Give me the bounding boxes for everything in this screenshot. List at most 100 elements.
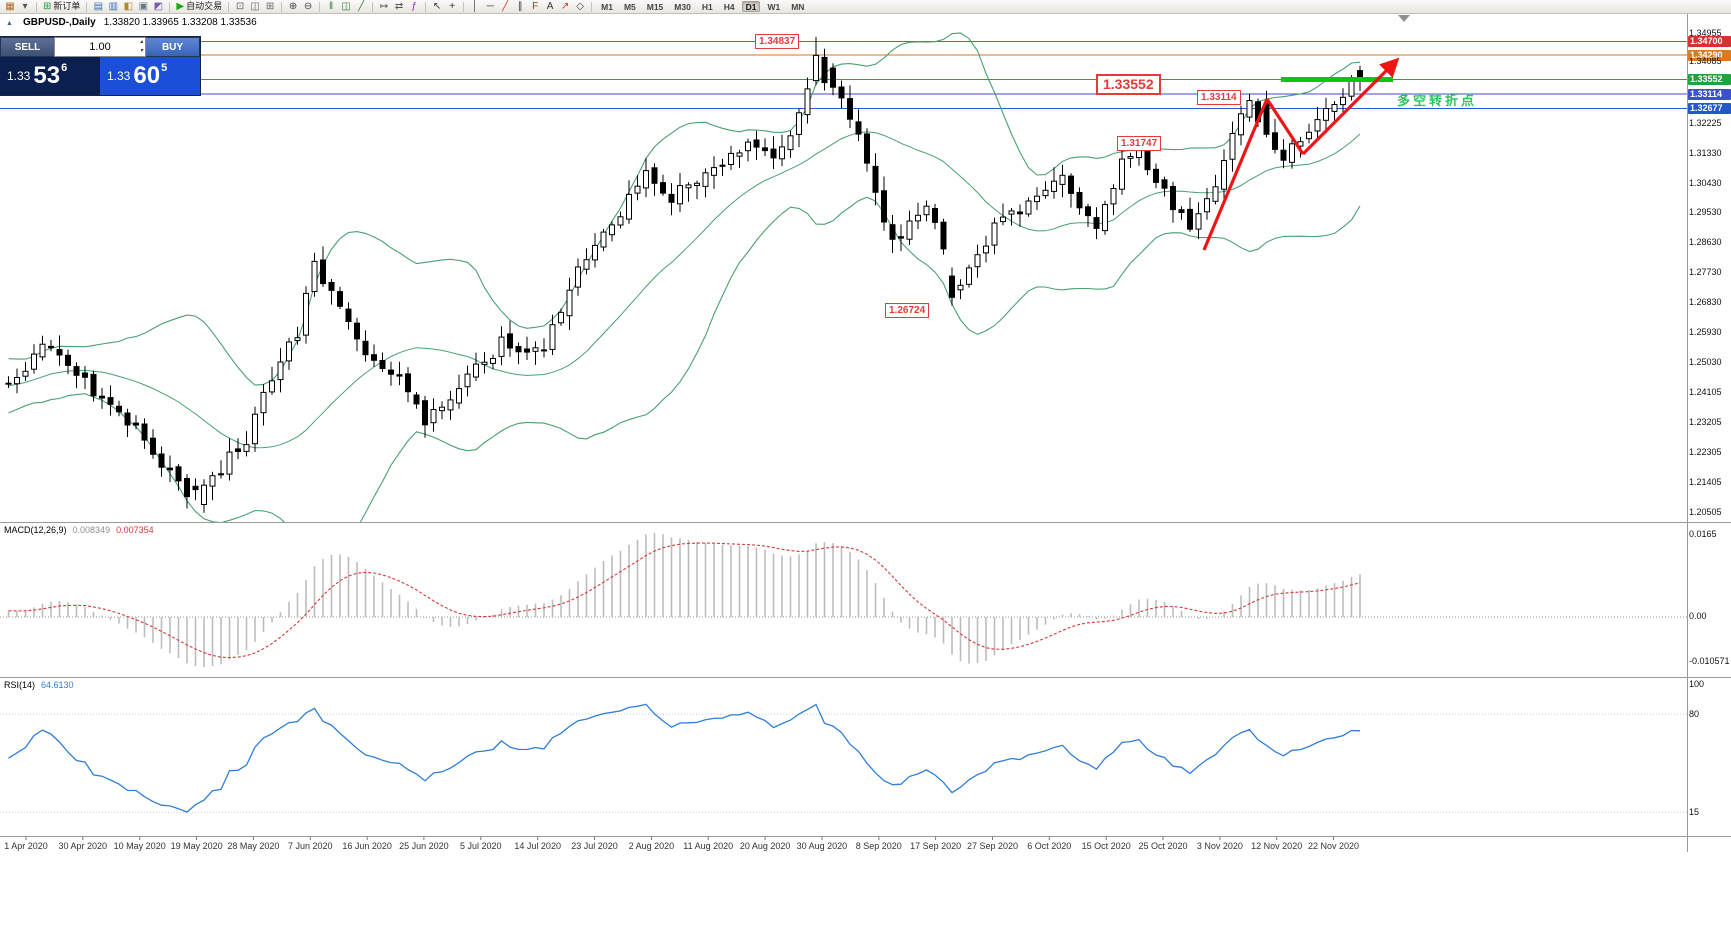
price-annotation-1.33114[interactable]: 1.33114 [1197,90,1241,105]
trendline-button[interactable]: ╱ [498,1,512,13]
timeframe-h4-button[interactable]: H4 [723,1,735,12]
buy-price-display[interactable]: 1.33 60 5 [100,57,200,95]
price-scale-label: 1.34955 [1689,27,1722,38]
macd-scale-zero: 0.00 [1689,611,1707,621]
rsi-scale-15: 15 [1689,807,1700,818]
rsi-scale-100: 100 [1689,679,1705,689]
trendline-icon: ╱ [502,0,509,12]
autotrading-button[interactable]: ▶ 自动交易 [174,1,224,13]
indicators-button[interactable]: ƒ [407,1,421,13]
candlestick-chart-type-button[interactable]: ◫ [339,1,353,13]
timeframe-h1-button[interactable]: H1 [701,1,713,12]
price-scale-label: 1.34085 [1689,56,1722,67]
trend-arrow[interactable] [1265,98,1305,155]
auto-scroll-icon: ↦ [379,0,389,12]
equidistant-channel-button[interactable]: ∥ [513,1,527,13]
volume-down-icon[interactable]: ▾ [139,48,143,54]
timeframe-mn-button[interactable]: MN [791,1,805,12]
timeframe-d1-button[interactable]: D1 [741,1,761,12]
date-axis-label: 17 Sep 2020 [910,841,962,851]
date-axis-label: 22 Nov 2020 [1307,841,1360,851]
price-annotation-1.34837[interactable]: 1.34837 [755,34,800,49]
candlestick-chart-type-icon: ◫ [341,0,351,12]
date-axis-label: 8 Sep 2020 [855,841,902,851]
horizontal-line-icon: ─ [486,0,494,12]
terminal-icon[interactable]: ▣ [136,1,150,13]
price-scale-label: 1.27730 [1689,267,1722,277]
shapes-button[interactable]: ◇ [573,1,587,13]
price-scale-label: 1.24105 [1689,387,1722,398]
date-axis-label: 25 Oct 2020 [1138,841,1188,851]
price-annotation-1.31747[interactable]: 1.31747 [1117,136,1162,151]
chart-symbol-icon: ▲ [6,20,13,27]
date-axis-label: 12 Nov 2020 [1251,841,1303,851]
timeframe-m30-button[interactable]: M30 [674,1,691,12]
strategy-tester-icon[interactable]: ◩ [151,1,165,13]
cursor-icon: ↖ [432,0,442,12]
horizontal-line-button[interactable]: ─ [483,1,497,13]
bar-chart-type-icon: ‖ [329,0,334,12]
new-window-icon[interactable]: ⊡ [233,1,247,13]
vertical-line-button[interactable]: │ [468,1,482,13]
navigator-icon[interactable]: ◧ [121,1,135,13]
toolbar-separator [228,1,230,12]
date-axis-label: 2 Aug 2020 [628,841,675,851]
cursor-button[interactable]: ↖ [430,1,444,13]
price-annotation-1.26724[interactable]: 1.26724 [885,303,930,318]
price-scale-line-label: 1.32677 [1688,103,1731,114]
macd-label: MACD(12,26,9) 0.008349 0.007354 [4,525,154,535]
data-window-icon[interactable]: ▥ [106,1,120,13]
volume-steppers[interactable]: ▴ ▾ [140,38,143,56]
navigator-icon: ◧ [123,0,134,12]
price-scale-label: 1.32225 [1689,118,1722,128]
volume-up-icon[interactable]: ▴ [139,39,143,45]
line-chart-type-button[interactable]: ╱ [354,1,368,13]
macd-indicator [0,533,1687,668]
date-axis-label: 30 Aug 2020 [796,841,848,851]
chart-shift-marker-icon[interactable] [1398,15,1410,22]
rsi-label: RSI(14) 64.6130 [4,680,74,690]
timeframe-m15-button[interactable]: M15 [646,1,664,12]
price-scale-line-label: 1.33552 [1688,74,1731,85]
crosshair-button[interactable]: + [445,1,459,13]
chart-list-dropdown[interactable]: ▾ [18,1,32,13]
chart-shift-button[interactable]: ⇄ [392,1,406,13]
zoom-out-button[interactable]: ⊖ [301,1,315,13]
support-line-segment[interactable] [1281,77,1393,82]
volume-input[interactable]: 1.00 ▴ ▾ [54,37,146,57]
new-order-icon: ⊞ [43,0,52,12]
sell-price-prefix: 1.33 [7,69,31,83]
trend-arrow[interactable] [1301,57,1400,156]
timeframe-w1-button[interactable]: W1 [767,1,781,12]
rsi-subwindow[interactable] [0,678,1687,836]
date-axis-label: 23 Jul 2020 [571,841,618,851]
timeframe-m5-button[interactable]: M5 [623,1,636,12]
chart-list-dropdown-icon: ▾ [22,0,28,12]
market-watch-icon[interactable]: ▤ [91,1,105,13]
price-annotation-1.33552[interactable]: 1.33552 [1096,74,1161,95]
text-label-button[interactable]: A [543,1,557,13]
text-label-icon: A [546,0,554,12]
sell-button[interactable]: SELL [0,37,54,57]
date-axis-label: 28 May 2020 [227,841,280,851]
sell-price-display[interactable]: 1.33 53 6 [0,57,100,95]
cascade-windows-icon[interactable]: ◫ [248,1,262,13]
date-axis-label: 25 Jun 2020 [399,841,449,851]
turning-point-annotation[interactable]: 多空转折点 [1397,93,1478,108]
macd-subwindow[interactable] [0,523,1687,677]
data-window-icon: ▥ [108,0,119,12]
trend-arrow[interactable] [1202,98,1269,251]
fibonacci-button[interactable]: F [528,1,542,13]
arrows-button[interactable]: ↗ [558,1,572,13]
macd-signal-value: 0.007354 [116,525,154,535]
zoom-in-button[interactable]: ⊕ [286,1,300,13]
auto-scroll-button[interactable]: ↦ [377,1,391,13]
new-chart-button[interactable]: ▦ [3,1,17,13]
timeframe-m1-button[interactable]: M1 [601,1,613,12]
new-order-button[interactable]: ⊞ 新订单 [41,1,82,13]
bar-chart-type-button[interactable]: ‖ [324,1,338,13]
macd-scale-min: -0.010571 [1689,656,1730,666]
buy-button[interactable]: BUY [146,37,200,57]
tile-windows-icon[interactable]: ⊞ [263,1,277,13]
macd-scale-max: 0.0165 [1689,529,1717,539]
